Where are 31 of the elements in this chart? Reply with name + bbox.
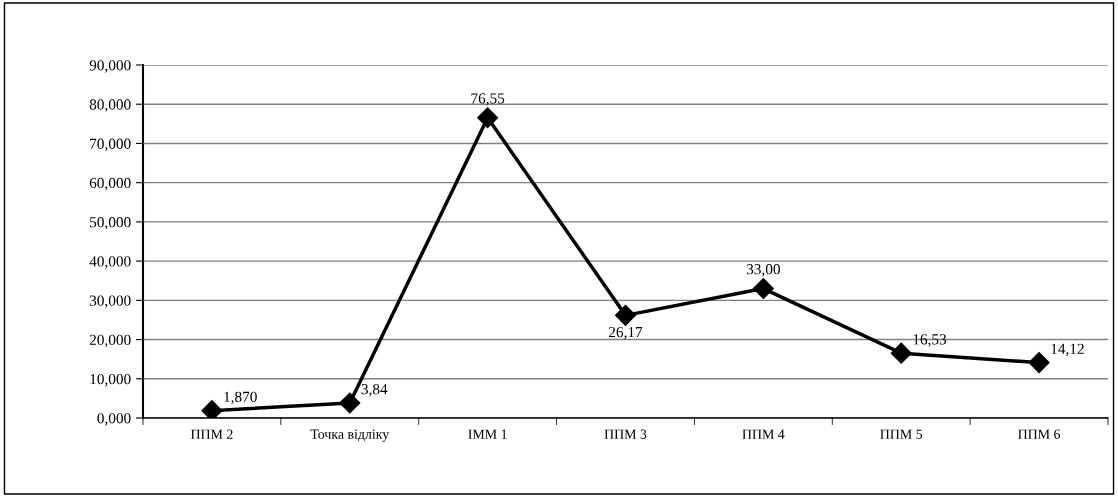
data-label: 16,53	[913, 334, 947, 347]
x-tick-label: IММ 1	[468, 429, 507, 439]
x-tick-label: ППМ 2	[190, 429, 233, 439]
y-tick-label: 10,000	[90, 373, 131, 387]
x-tick-label: ППМ 6	[1018, 429, 1061, 439]
point	[890, 342, 912, 364]
y-tick-label: 30,000	[89, 295, 131, 308]
data-label: 14,12	[1051, 343, 1084, 357]
x-tick-label: ППМ 4	[742, 429, 785, 439]
y-tick-label: 60,000	[89, 177, 131, 191]
y-tick-label: 0,000	[97, 413, 131, 426]
point	[339, 392, 361, 414]
data-label: 26,17	[608, 326, 643, 340]
y-tick-label: 40,000	[89, 256, 131, 269]
data-label: 33,00	[746, 264, 780, 277]
x-tick-label: ППМ 3	[604, 429, 647, 439]
y-tick-label: 50,000	[90, 217, 131, 230]
y-tick-label: 20,000	[89, 334, 131, 348]
y-tick-label: 70,000	[90, 138, 131, 152]
data-label: 76,55	[471, 93, 505, 106]
point	[752, 278, 774, 300]
point	[477, 107, 499, 129]
data-label: 3,84	[361, 383, 388, 397]
point	[1028, 352, 1050, 374]
data-label: 1,870	[224, 391, 257, 405]
x-tick-label: ППМ 5	[880, 429, 923, 439]
point	[614, 304, 637, 326]
y-tick-label: 90,000	[89, 60, 131, 73]
point	[201, 400, 223, 418]
y-tick-label: 80,000	[89, 99, 131, 112]
x-tick-label: Точка відліку	[310, 429, 390, 442]
